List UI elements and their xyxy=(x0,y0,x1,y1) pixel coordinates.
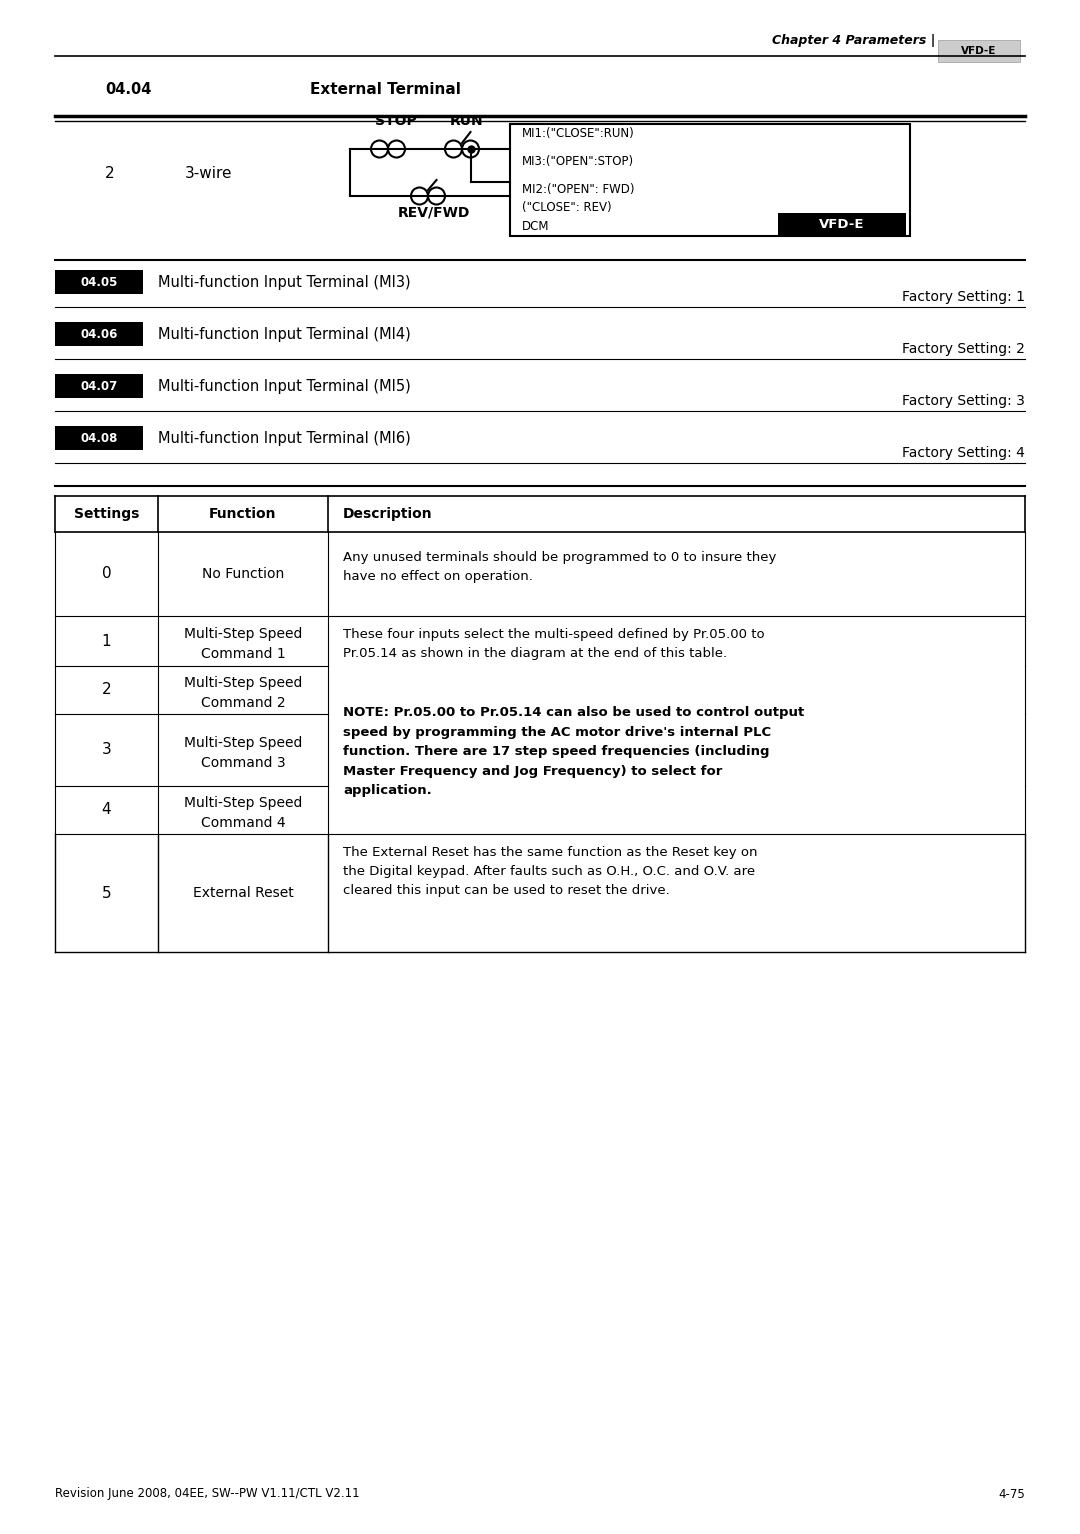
Text: Command 2: Command 2 xyxy=(201,696,285,710)
Bar xyxy=(510,124,910,236)
Text: Multi-function Input Terminal (MI4): Multi-function Input Terminal (MI4) xyxy=(158,327,410,342)
Text: Factory Setting: 3: Factory Setting: 3 xyxy=(902,394,1025,408)
Text: Multi-Step Speed: Multi-Step Speed xyxy=(184,736,302,750)
Bar xyxy=(55,270,143,295)
Text: REV/FWD: REV/FWD xyxy=(399,206,471,219)
Text: MI1:("CLOSE":RUN): MI1:("CLOSE":RUN) xyxy=(522,127,635,141)
Text: Multi-Step Speed: Multi-Step Speed xyxy=(184,676,302,690)
FancyBboxPatch shape xyxy=(939,40,1020,61)
Text: Chapter 4 Parameters |: Chapter 4 Parameters | xyxy=(771,34,935,48)
Text: External Terminal: External Terminal xyxy=(310,81,461,97)
Text: 0: 0 xyxy=(102,566,111,581)
Text: The External Reset has the same function as the Reset key on
the Digital keypad.: The External Reset has the same function… xyxy=(343,845,757,897)
Text: 5: 5 xyxy=(102,885,111,900)
Text: Description: Description xyxy=(343,508,433,522)
Text: Command 1: Command 1 xyxy=(201,647,285,661)
Text: Multi-Step Speed: Multi-Step Speed xyxy=(184,796,302,810)
Text: 3: 3 xyxy=(102,742,111,758)
Text: Function: Function xyxy=(210,508,276,522)
Text: 04.04: 04.04 xyxy=(105,81,151,97)
Bar xyxy=(55,374,143,397)
Text: 4-75: 4-75 xyxy=(998,1488,1025,1500)
Text: 04.06: 04.06 xyxy=(80,327,118,341)
Bar xyxy=(55,322,143,347)
Text: Settings: Settings xyxy=(73,508,139,522)
Bar xyxy=(778,213,906,235)
Text: 04.07: 04.07 xyxy=(80,379,118,393)
Text: These four inputs select the multi-speed defined by Pr.05.00 to
Pr.05.14 as show: These four inputs select the multi-speed… xyxy=(343,627,765,660)
Text: Multi-function Input Terminal (MI5): Multi-function Input Terminal (MI5) xyxy=(158,379,410,394)
Text: 04.08: 04.08 xyxy=(80,431,118,445)
Text: Factory Setting: 1: Factory Setting: 1 xyxy=(902,290,1025,304)
Text: Any unused terminals should be programmed to 0 to insure they
have no effect on : Any unused terminals should be programme… xyxy=(343,551,777,583)
Text: MI3:("OPEN":STOP): MI3:("OPEN":STOP) xyxy=(522,155,634,167)
Text: STOP: STOP xyxy=(375,114,417,127)
Text: 2: 2 xyxy=(102,683,111,698)
Text: VFD-E: VFD-E xyxy=(961,46,997,57)
Text: 1: 1 xyxy=(102,634,111,649)
Text: Multi-function Input Terminal (MI6): Multi-function Input Terminal (MI6) xyxy=(158,431,410,445)
Text: Multi-function Input Terminal (MI3): Multi-function Input Terminal (MI3) xyxy=(158,275,410,290)
Text: DCM: DCM xyxy=(522,219,550,233)
Text: Revision June 2008, 04EE, SW--PW V1.11/CTL V2.11: Revision June 2008, 04EE, SW--PW V1.11/C… xyxy=(55,1488,360,1500)
Text: 4: 4 xyxy=(102,802,111,818)
Text: Command 4: Command 4 xyxy=(201,816,285,830)
Text: NOTE: Pr.05.00 to Pr.05.14 can also be used to control output
speed by programmi: NOTE: Pr.05.00 to Pr.05.14 can also be u… xyxy=(343,706,805,798)
Text: Factory Setting: 2: Factory Setting: 2 xyxy=(902,342,1025,356)
Text: Command 3: Command 3 xyxy=(201,756,285,770)
Text: External Reset: External Reset xyxy=(192,887,294,900)
Bar xyxy=(55,426,143,449)
Text: No Function: No Function xyxy=(202,568,284,581)
Text: VFD-E: VFD-E xyxy=(820,218,865,230)
Text: 2: 2 xyxy=(105,167,114,181)
Text: Multi-Step Speed: Multi-Step Speed xyxy=(184,627,302,641)
Text: Factory Setting: 4: Factory Setting: 4 xyxy=(902,446,1025,460)
Text: MI2:("OPEN": FWD): MI2:("OPEN": FWD) xyxy=(522,184,635,196)
Text: RUN: RUN xyxy=(450,114,484,127)
Text: 04.05: 04.05 xyxy=(80,276,118,288)
Text: 3-wire: 3-wire xyxy=(185,167,232,181)
Text: ("CLOSE": REV): ("CLOSE": REV) xyxy=(522,201,611,213)
